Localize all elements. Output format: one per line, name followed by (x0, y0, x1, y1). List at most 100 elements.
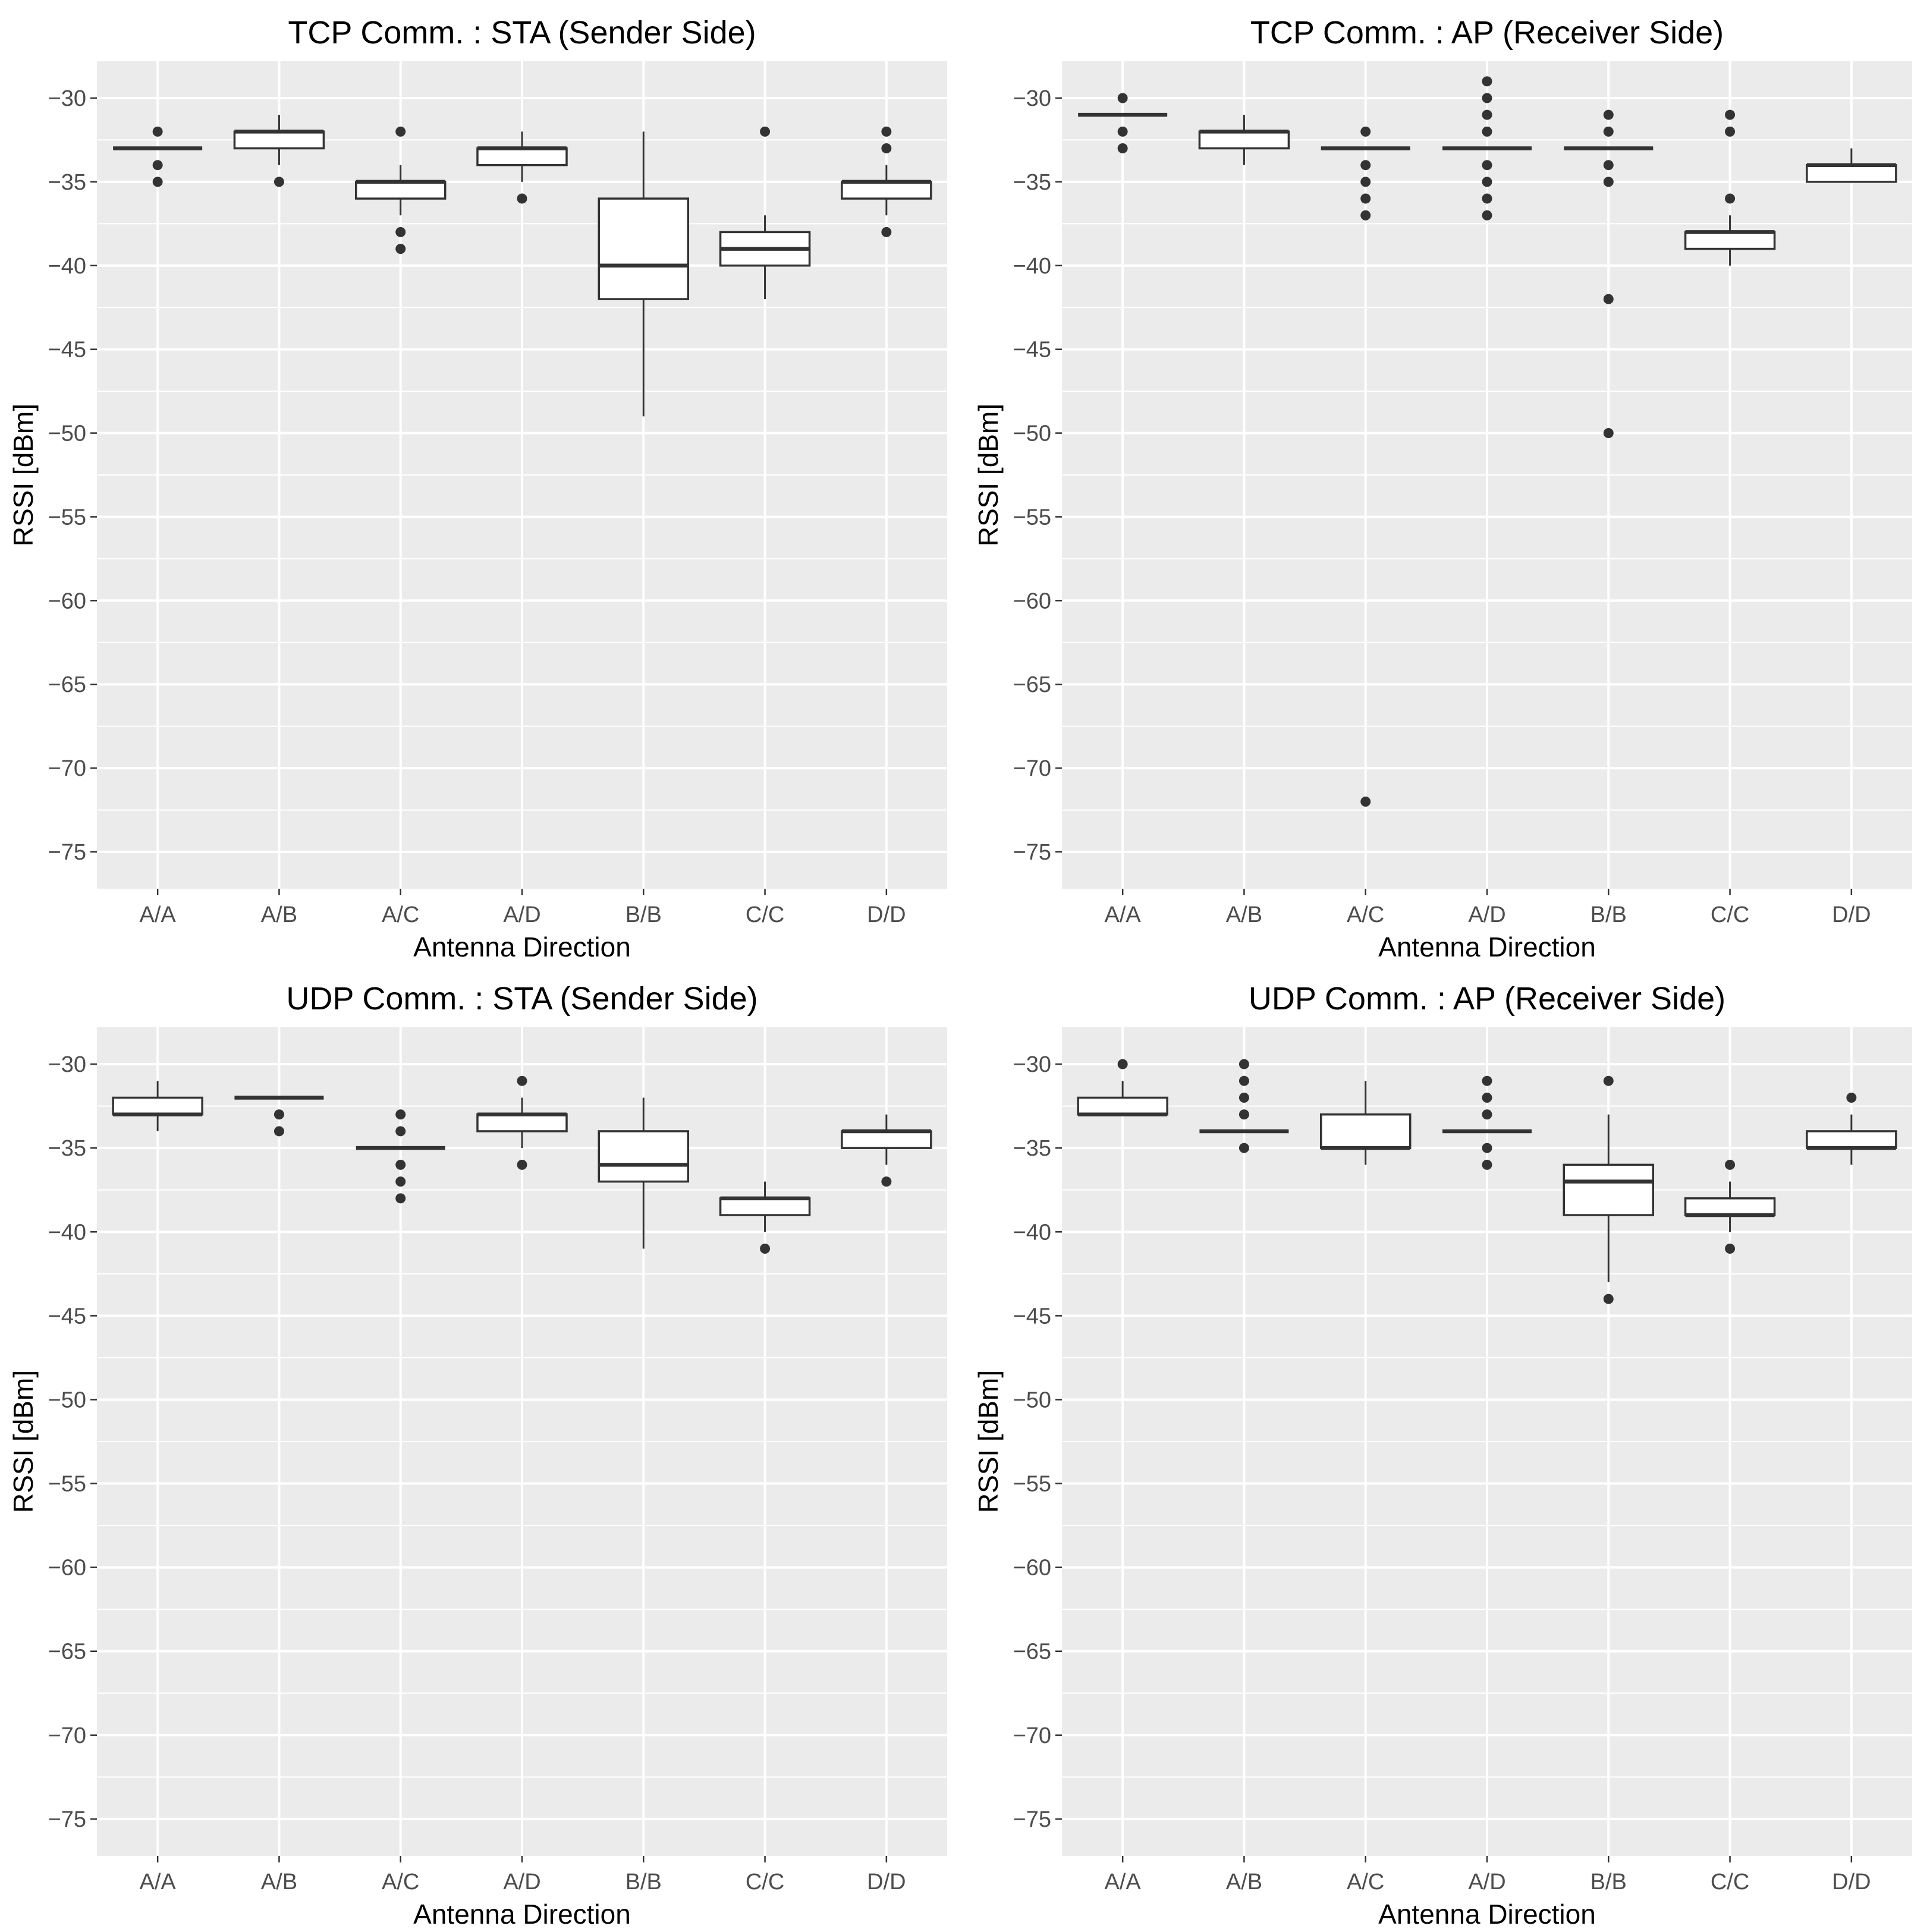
x-tick-label: A/D (503, 902, 540, 927)
x-tick-label: D/D (867, 1870, 906, 1895)
box-body (1684, 1197, 1776, 1216)
box-b-b (598, 1097, 690, 1249)
box-a-a (1078, 93, 1168, 154)
box-b-b (1563, 1075, 1655, 1304)
outlier-point (152, 160, 163, 171)
box-a-c (1321, 126, 1410, 807)
outlier-point (1117, 143, 1128, 154)
outlier-point (274, 177, 284, 187)
chart-panel-3: −30 −35 −40 −45 −50 −55 −60 −65 −70 −75 A/A A/B A/C A… (8, 981, 947, 1930)
y-tick-label: −70 (1013, 1723, 1051, 1748)
outlier-point (395, 1126, 406, 1137)
x-axis-label: Antenna Direction (1378, 932, 1596, 962)
outlier-point (881, 143, 892, 154)
x-tick-label: A/C (382, 902, 419, 927)
y-tick-label: −70 (1013, 756, 1051, 781)
box-body (598, 1130, 690, 1183)
x-tick-label: C/C (1711, 1870, 1749, 1895)
y-tick-label: −35 (1013, 1136, 1051, 1161)
y-tick-label: −50 (1013, 421, 1051, 446)
outlier-point (1725, 1159, 1736, 1170)
y-tick-label: −30 (1013, 86, 1051, 111)
y-tick-label: −60 (48, 589, 86, 613)
box-body (354, 181, 447, 200)
outlier-point (881, 126, 892, 137)
x-tick-label: C/C (746, 902, 784, 927)
x-tick-label: A/B (261, 1870, 297, 1895)
outlier-point (1482, 1093, 1492, 1103)
outlier-point (517, 193, 527, 204)
box-c-c (719, 1181, 811, 1254)
panel-title: UDP Comm. : STA (Sender Side) (286, 981, 757, 1017)
outlier-point (1482, 160, 1492, 171)
outlier-point (1725, 126, 1736, 137)
outlier-point (1360, 126, 1371, 137)
outlier-point (760, 1243, 771, 1254)
x-axis-label: Antenna Direction (413, 1899, 631, 1930)
outlier-point (1239, 1109, 1249, 1120)
box-c-c (719, 126, 811, 300)
x-tick-label: A/A (1105, 902, 1142, 927)
y-tick-label: −60 (48, 1556, 86, 1581)
outlier-point (1603, 1075, 1614, 1086)
box-body (1806, 163, 1897, 183)
chart-panel-2: −30 −35 −40 −45 −50 −55 −60 −65 −70 −75 A/A A/B A/C A… (973, 15, 1912, 962)
box-a-a (1077, 1059, 1168, 1116)
box-b-b (1564, 109, 1654, 439)
y-axis-label: RSSI [dBm] (973, 404, 1004, 546)
x-tick-label: D/D (1832, 1870, 1871, 1895)
x-tick-label: D/D (1832, 902, 1871, 927)
outlier-point (881, 226, 892, 237)
y-tick-label: −55 (1013, 505, 1051, 530)
box-a-b (234, 1096, 324, 1137)
box-body (1198, 130, 1290, 150)
x-tick-label: A/D (503, 1870, 540, 1895)
box-c-c (1684, 109, 1776, 266)
y-tick-label: −35 (48, 170, 86, 195)
x-tick-label: A/A (140, 1870, 177, 1895)
x-tick-label: A/C (1347, 1870, 1384, 1895)
outlier-point (1239, 1143, 1249, 1153)
y-axis-label: RSSI [dBm] (8, 1370, 39, 1513)
outlier-point (1117, 126, 1128, 137)
outlier-point (1603, 1294, 1614, 1304)
x-tick-label: C/C (746, 1870, 784, 1895)
outlier-point (1603, 428, 1614, 439)
outlier-point (881, 1176, 892, 1187)
outlier-point (1482, 76, 1492, 87)
chart-panel-4: −30 −35 −40 −45 −50 −55 −60 −65 −70 −75 A/A A/B A/C A… (973, 981, 1912, 1930)
box-body (1806, 1130, 1897, 1149)
y-tick-label: −45 (1013, 338, 1051, 363)
y-tick-label: −60 (1013, 589, 1051, 613)
x-tick-label: C/C (1711, 902, 1749, 927)
box-body (1563, 1163, 1655, 1216)
y-tick-label: −60 (1013, 1556, 1051, 1581)
x-tick-label: B/B (1590, 1870, 1627, 1895)
box-body (233, 130, 325, 150)
outlier-point (517, 1159, 527, 1170)
outlier-point (1482, 193, 1492, 204)
outlier-point (395, 1109, 406, 1120)
x-tick-label: B/B (625, 902, 662, 927)
box-a-d (1442, 1075, 1532, 1170)
box-a-d (476, 131, 568, 204)
y-tick-label: −70 (48, 1723, 86, 1748)
y-tick-label: −65 (1013, 1640, 1051, 1664)
x-tick-label: A/A (1105, 1870, 1142, 1895)
x-axis-label: Antenna Direction (413, 932, 631, 962)
box-a-c (354, 126, 447, 254)
y-tick-label: −50 (48, 421, 86, 446)
outlier-point (1482, 109, 1492, 120)
box-d-d (841, 126, 932, 237)
y-tick-label: −40 (1013, 254, 1051, 279)
y-tick-label: −35 (48, 1136, 86, 1161)
outlier-point (152, 126, 163, 137)
box-d-d (1806, 148, 1897, 183)
panel-title: UDP Comm. : AP (Receiver Side) (1249, 981, 1725, 1017)
y-tick-label: −40 (48, 254, 86, 279)
outlier-point (1603, 126, 1614, 137)
x-tick-label: A/D (1468, 902, 1505, 927)
outlier-point (1603, 160, 1614, 171)
outlier-point (395, 126, 406, 137)
box-c-c (1684, 1159, 1776, 1254)
